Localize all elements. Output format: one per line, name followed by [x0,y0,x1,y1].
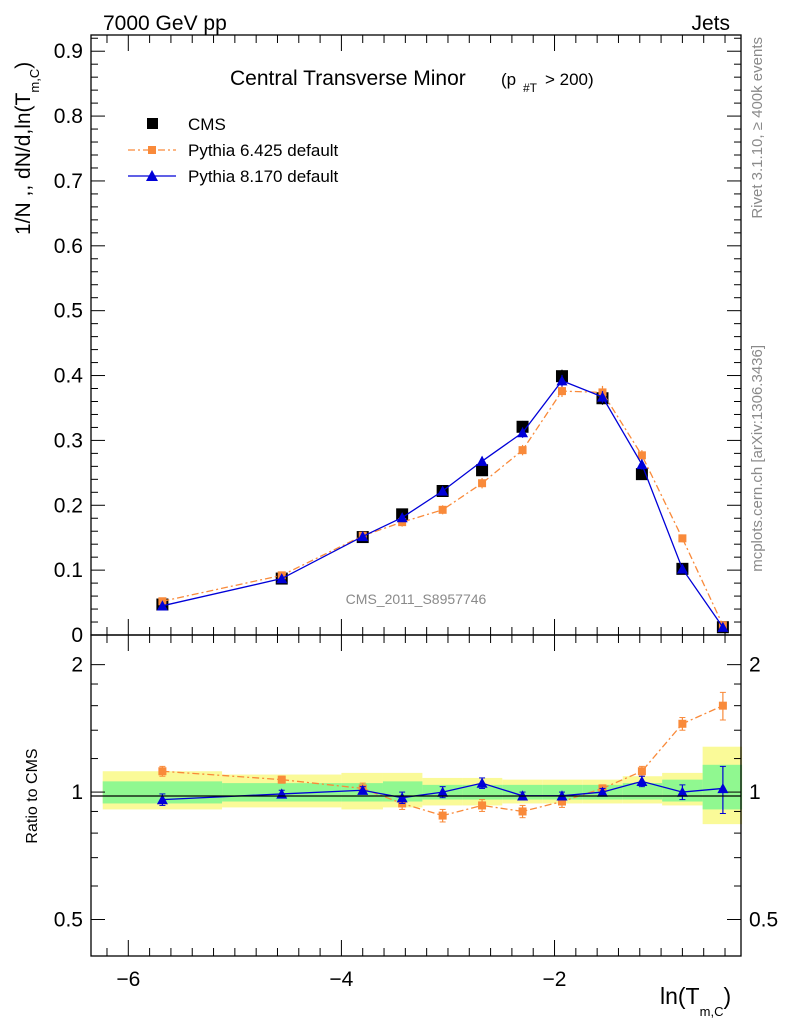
ratio-point [438,811,447,820]
data-point [518,446,527,455]
ratio-line [162,780,723,801]
ratio-point [396,792,408,803]
data-point [676,563,688,574]
ratio-point [357,784,369,795]
x-tick-label: −6 [116,968,140,991]
data-point [437,485,449,496]
main-data-series [156,369,729,634]
data-point [357,530,369,542]
legend-marker-pythia8 [146,170,158,181]
main-title-condition-suffix: > 200) [545,70,594,89]
main-title-condition-sub: #T [523,81,538,95]
data-point [396,512,408,523]
main-y-tick-label: 0.4 [54,365,84,388]
ratio-point [676,786,688,797]
main-series-2 [156,374,729,632]
legend: CMS Pythia 6.425 default Pythia 8.170 de… [128,115,339,186]
ratio-point [717,782,729,794]
main-y-tick-label: 0.8 [54,105,83,128]
data-point [478,479,487,488]
ratio-point [277,775,286,784]
main-y-label-close: ) [12,62,35,69]
legend-label-cms: CMS [188,115,226,134]
x-tick-label: −2 [543,968,567,991]
x-label-close: ) [723,983,731,1009]
main-y-tick-label: 0.1 [54,559,83,582]
legend-label-pythia8: Pythia 8.170 default [188,167,339,186]
x-tick-label: −4 [329,968,353,991]
ratio-point [518,807,527,816]
main-y-label-base: 1/N ,, dN/d,ln(T [12,92,35,235]
ratio-point [636,775,648,787]
main-y-tick-label: 0.5 [54,300,83,323]
ratio-point [517,790,529,801]
ratio-line [162,705,724,817]
main-y-axis-label: 1/N ,, dN/d,ln(Tm,C) [12,62,42,235]
legend-label-pythia6: Pythia 6.425 default [188,141,339,160]
ratio-point [678,719,687,728]
ratio-point [637,767,646,776]
data-point [556,375,568,386]
data-point [516,420,529,433]
main-y-label-text: 1/N ,, dN/d,ln(Tm,C) [12,62,42,235]
ratio-y-tick-label-left: 1 [71,781,83,804]
legend-item-cms: CMS [147,115,226,134]
legend-item-pythia8: Pythia 8.170 default [128,167,339,186]
legend-marker-pythia6 [148,146,156,154]
data-point [276,573,288,584]
data-point [637,451,646,460]
data-point [438,505,447,514]
main-title-text: Central Transverse Minor [230,67,466,90]
ratio-point [156,794,168,805]
x-label-sub: m,C [700,1004,724,1019]
data-point [596,391,608,402]
ratio-point [718,701,727,710]
main-y-tick-label: 0.6 [54,235,83,258]
ratio-y-tick-label-right: 0.5 [749,909,778,932]
main-y-tick-label: 0.9 [54,40,83,63]
data-point [557,387,566,396]
main-y-tick-label: 0.7 [54,170,83,193]
ratio-y-axis-label: Ratio to CMS [24,748,41,843]
legend-item-pythia6: Pythia 6.425 default [128,141,339,160]
data-point [517,427,529,438]
ratio-point [478,801,487,810]
data-point [156,600,168,611]
series-line [162,379,724,628]
data-point [476,455,488,466]
ratio-y-tick-label-left: 2 [71,654,83,677]
ratio-point [437,786,449,797]
main-y-tick-label: 0.3 [54,429,83,452]
main-y-tick-label: 0.2 [54,494,83,517]
ratio-point [596,786,608,797]
x-label-base: ln(T [660,983,700,1009]
ratio-point [158,767,167,776]
data-point [476,464,489,477]
data-point [636,458,648,470]
ratio-point [557,797,566,806]
x-axis-label: ln(Tm,C) [660,983,731,1019]
mcplots-source-label: mcplots.cern.ch [arXiv:1306.3436] [749,345,766,572]
rivet-version-label: Rivet 3.1.10, ≥ 400k events [749,37,766,219]
series-line [162,390,724,626]
main-title-condition-prefix: (p [501,70,516,89]
ratio-y-tick-label-left: 0.5 [54,909,83,932]
ratio-y-tick-label-right: 1 [749,781,761,804]
data-point [678,534,687,543]
ratio-point [476,777,488,788]
ratio-ticks: −6 −4 −2 0.5 0.5 1 1 2 2 [54,635,778,991]
ratio-y-tick-label-right: 2 [749,654,761,677]
header-energy-label: 7000 GeV pp [103,12,227,35]
header-process-label: Jets [691,12,730,35]
analysis-id-watermark: CMS_2011_S8957746 [346,591,487,607]
main-y-label-sub: m,C [27,69,42,93]
main-plot-title: Central Transverse Minor (p #T > 200) [230,67,594,95]
data-point [717,621,729,632]
legend-marker-cms [147,118,158,129]
main-ticks: 0 0.1 0.2 0.3 0.4 0.5 0.6 0.7 0.8 0.9 [54,35,741,647]
main-y-tick-label: 0 [71,624,83,647]
ratio-point [556,790,568,801]
